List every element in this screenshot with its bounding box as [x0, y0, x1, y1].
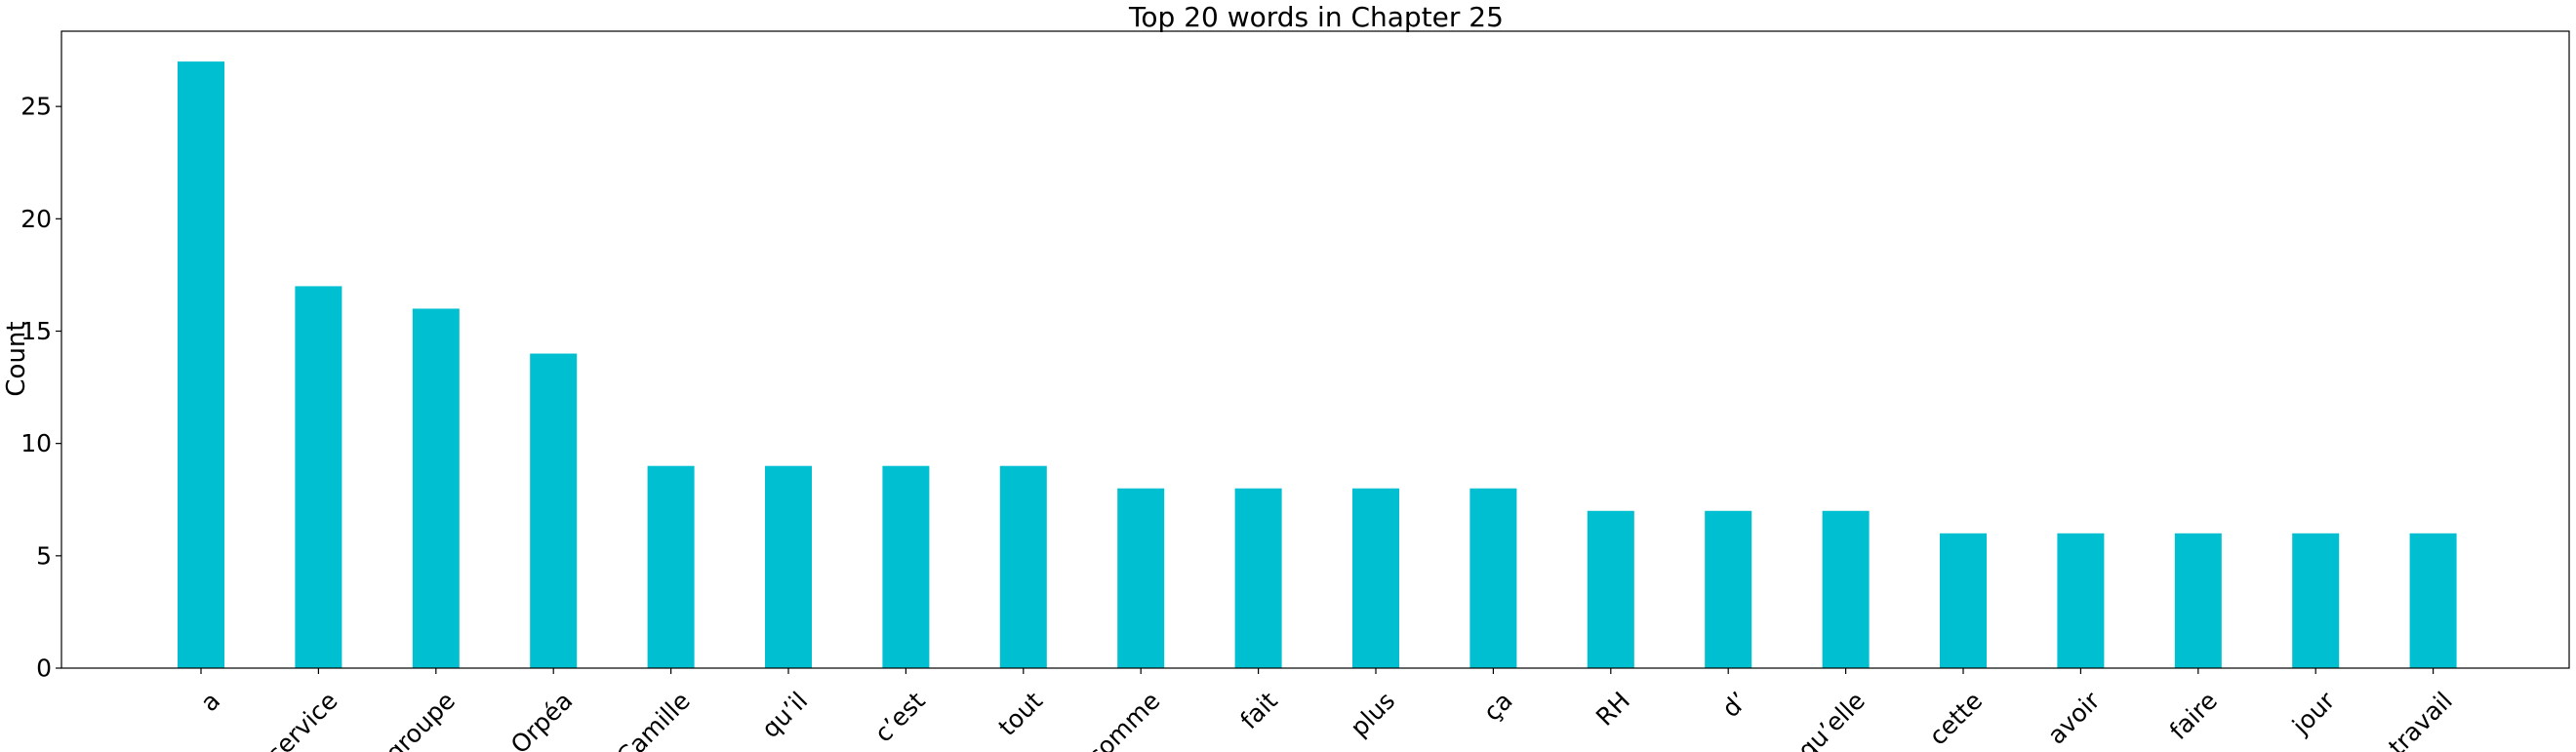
bar-4	[647, 465, 695, 668]
y-tick-label: 10	[20, 429, 52, 457]
plot-frame	[60, 30, 2570, 669]
chart-title: Top 20 words in Chapter 25	[1128, 1, 1504, 33]
bar-5	[765, 465, 812, 668]
bar-14	[1822, 510, 1870, 668]
bar-group	[178, 61, 2457, 669]
bar-12	[1587, 510, 1634, 668]
bar-18	[2292, 533, 2340, 668]
bar-6	[882, 465, 930, 668]
y-axis-label: Count	[2, 321, 31, 396]
bar-11	[1469, 488, 1517, 668]
bar-10	[1352, 488, 1399, 668]
bar-9	[1234, 488, 1282, 668]
bar-13	[1705, 510, 1752, 668]
bar-19	[2409, 533, 2457, 668]
bar-3	[530, 353, 578, 668]
y-tick-label: 5	[36, 541, 52, 570]
bar-0	[178, 61, 224, 669]
y-tick-label: 0	[36, 654, 52, 683]
bar-8	[1117, 488, 1165, 668]
bar-15	[1940, 533, 1987, 668]
y-tick-label: 15	[20, 317, 52, 345]
bar-17	[2174, 533, 2222, 668]
y-tick-label: 25	[20, 93, 52, 121]
bar-7	[999, 465, 1047, 668]
bar-16	[2057, 533, 2105, 668]
y-axis-ticks: 0 5 10 15 20 25	[20, 93, 61, 683]
y-tick-label: 20	[20, 205, 52, 233]
bar-2	[412, 308, 460, 668]
bar-1	[295, 286, 342, 668]
